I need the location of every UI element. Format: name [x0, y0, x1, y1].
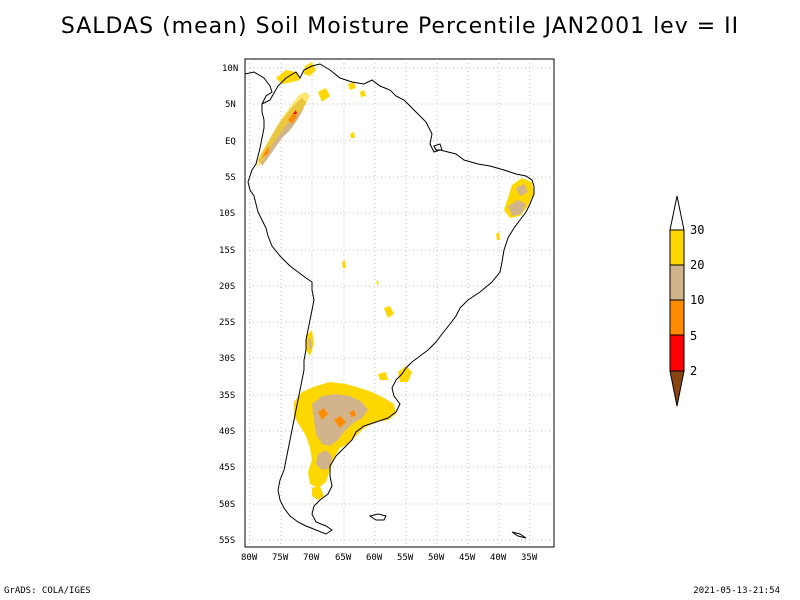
lat-tick-label: EQ	[225, 137, 236, 147]
region-andes-north-red	[293, 110, 297, 114]
region-interior-5	[350, 132, 355, 138]
region-patagonia-tan-south	[316, 450, 332, 470]
region-north-coast-4	[348, 82, 356, 90]
colorbar-bottom-triangle	[669, 370, 685, 407]
footer-credit: GrADS: COLA/IGES	[4, 586, 91, 596]
lon-tick-label: 35W	[521, 553, 538, 563]
lat-tick-label: 10S	[219, 209, 235, 219]
lon-tick-label: 80W	[241, 553, 258, 563]
map-frame	[244, 58, 555, 548]
region-chile-central-tan	[308, 338, 312, 350]
region-ne-brazil-tan	[508, 200, 526, 216]
colorbar-label: 30	[690, 223, 704, 237]
region-interior-3	[384, 306, 394, 318]
colorbar-swatch-10-20	[669, 264, 685, 301]
colorbar-label: 20	[690, 258, 704, 272]
lat-tick-label: 55S	[219, 536, 235, 546]
chart-title: SALDAS (mean) Soil Moisture Percentile J…	[60, 14, 740, 39]
region-patagonia-orange-2	[334, 416, 346, 428]
footer-timestamp: 2021-05-13-21:54	[693, 586, 780, 596]
lat-tick-label: 25S	[219, 318, 235, 328]
lon-tick-label: 40W	[490, 553, 507, 563]
lat-tick-label: 45S	[219, 463, 235, 473]
region-uruguay-2	[378, 372, 388, 380]
lat-tick-label: 20S	[219, 282, 235, 292]
region-patagonia-orange-1	[318, 408, 328, 420]
colorbar-swatch-2-5	[669, 334, 685, 372]
coastline	[244, 63, 535, 539]
region-north-coast-5	[360, 90, 366, 97]
lon-tick-label: 70W	[303, 553, 320, 563]
region-andes-north-yellow	[256, 92, 310, 168]
map-gridlines	[245, 59, 554, 547]
region-north-coast-3	[318, 88, 330, 102]
lon-tick-label: 65W	[335, 553, 352, 563]
colorbar-label: 10	[690, 293, 704, 307]
colorbar-label: 2	[690, 364, 697, 378]
lat-tick-label: 40S	[219, 427, 235, 437]
region-interior-1	[342, 260, 346, 268]
region-uruguay	[398, 366, 412, 382]
lon-tick-label: 75W	[272, 553, 289, 563]
colorbar-top-triangle	[669, 195, 685, 231]
lon-tick-labels: 80W 75W 70W 65W 60W 55W 50W 45W 40W 35W	[241, 553, 538, 563]
lon-tick-label: 55W	[397, 553, 414, 563]
lat-tick-label: 50S	[219, 500, 235, 510]
region-andes-north-orange	[262, 146, 270, 158]
coast-island-ne	[433, 143, 443, 151]
lat-tick-label: 35S	[219, 391, 235, 401]
coast-falklands	[368, 513, 387, 521]
lon-tick-label: 45W	[459, 553, 476, 563]
lat-tick-labels: 10N 5N EQ 5S 10S 15S 20S 25S 30S 35S 40S…	[219, 64, 238, 546]
colorbar-label: 5	[690, 329, 697, 343]
lat-tick-label: 5S	[225, 173, 236, 183]
coast-mainland	[244, 63, 535, 535]
region-patagonia-orange-3	[350, 410, 356, 417]
lat-tick-label: 30S	[219, 354, 235, 364]
color-bar	[669, 195, 685, 407]
lon-tick-label: 60W	[366, 553, 383, 563]
lat-tick-label: 5N	[225, 100, 236, 110]
region-ne-brazil-tan2	[516, 184, 528, 196]
region-interior-4	[496, 232, 500, 240]
coast-south-georgia	[511, 531, 527, 539]
colorbar-swatch-20-30	[669, 229, 685, 266]
region-chile-south	[296, 404, 302, 424]
region-tierra-fuego	[312, 486, 324, 500]
colorbar-swatch-5-10	[669, 299, 685, 336]
region-andes-north-orange2	[288, 112, 297, 124]
lat-tick-label: 10N	[222, 64, 238, 74]
lon-tick-label: 50W	[428, 553, 445, 563]
lat-tick-label: 15S	[219, 246, 235, 256]
colorbar-labels: 30 20 10 5 2	[690, 223, 704, 378]
region-interior-2	[376, 280, 379, 286]
